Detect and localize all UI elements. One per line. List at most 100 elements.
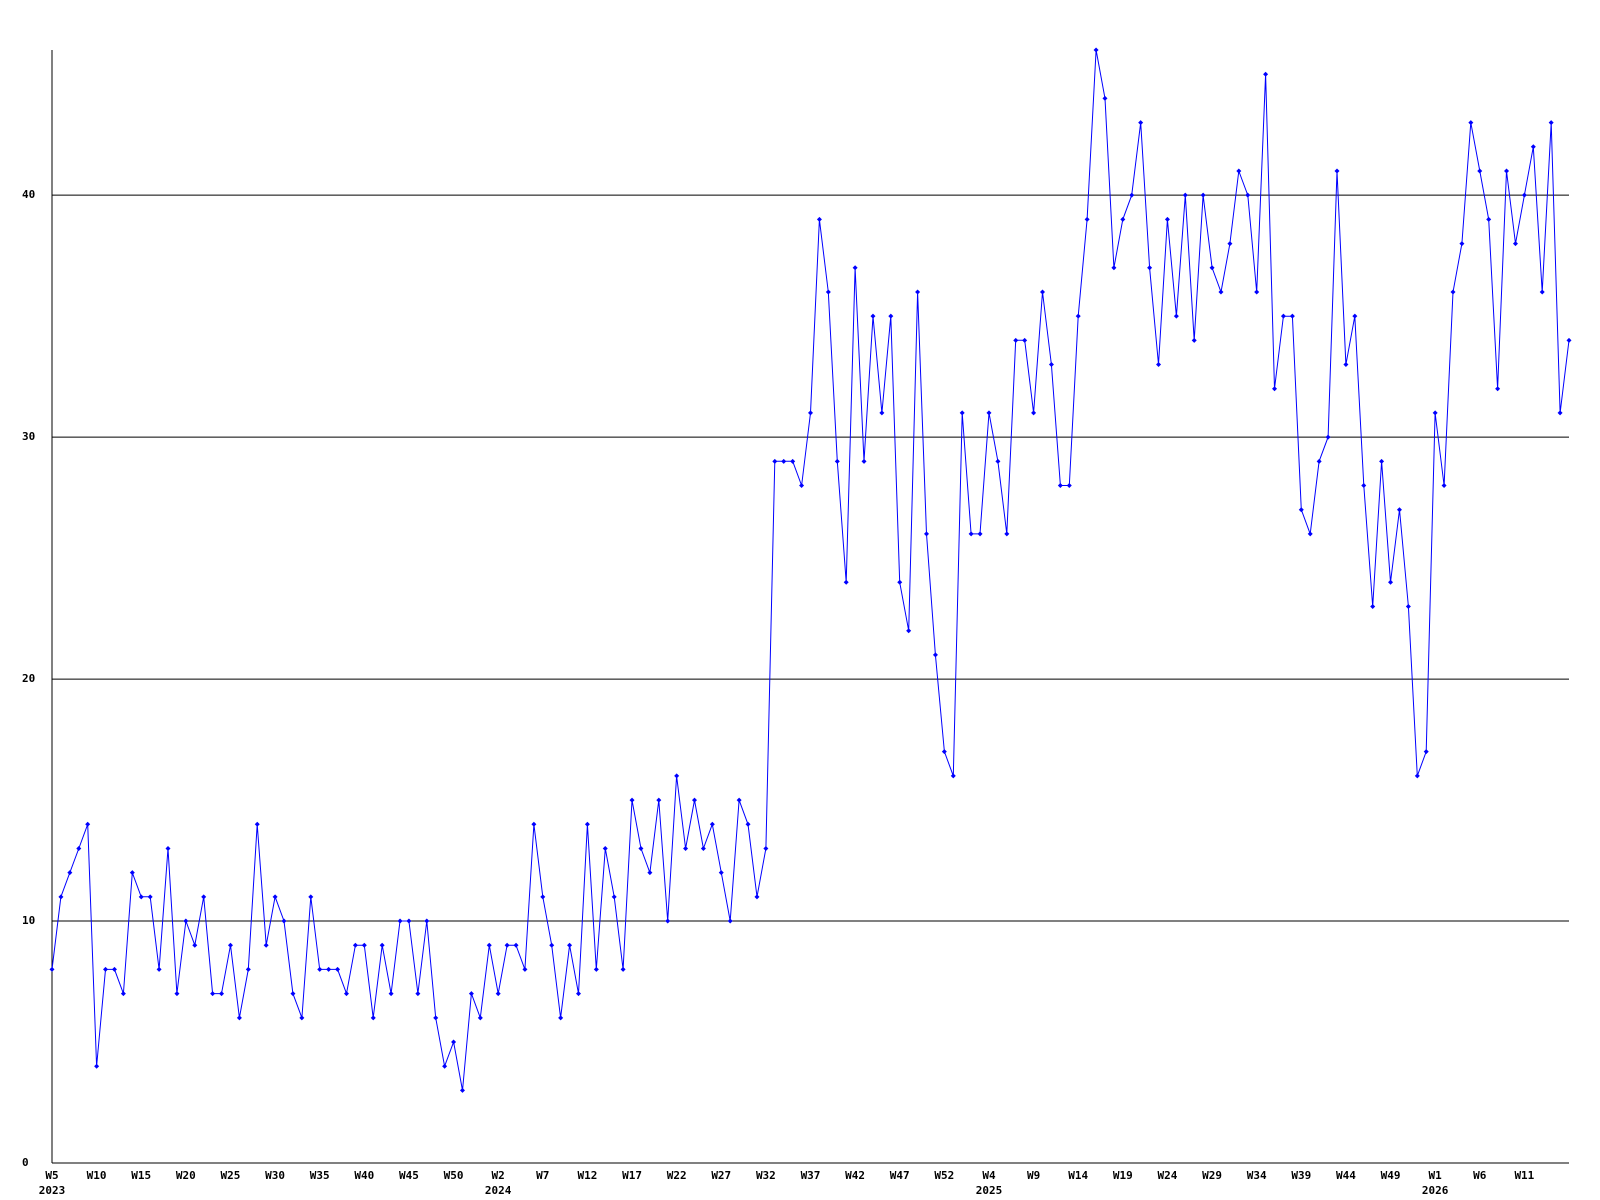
data-point <box>361 942 367 948</box>
data-point <box>1405 604 1411 609</box>
data-point <box>370 1015 376 1021</box>
data-point <box>575 991 581 997</box>
data-point <box>120 991 126 997</box>
data-point <box>210 991 216 997</box>
data-point <box>790 458 796 464</box>
data-point <box>58 894 64 900</box>
data-point <box>1191 337 1197 343</box>
data-point <box>629 797 635 803</box>
data-point <box>816 216 822 222</box>
data-point <box>674 773 680 779</box>
data-point <box>1040 289 1046 295</box>
data-point <box>1298 507 1304 513</box>
data-point <box>745 821 751 827</box>
data-point <box>468 991 474 997</box>
x-year-label: 2025 <box>976 1184 1003 1197</box>
data-point <box>1441 483 1447 489</box>
data-point <box>513 942 519 948</box>
x-tick-label: W42 <box>845 1169 865 1182</box>
x-tick-label: W27 <box>711 1169 731 1182</box>
data-point <box>1111 265 1117 271</box>
x-tick-label: W22 <box>667 1169 687 1182</box>
data-point <box>227 942 233 948</box>
x-tick-label: W20 <box>176 1169 196 1182</box>
data-point <box>272 894 278 900</box>
data-point <box>691 797 697 803</box>
data-point <box>1138 120 1144 126</box>
data-point <box>959 410 965 416</box>
data-point <box>709 821 715 827</box>
data-point <box>1218 289 1224 295</box>
x-year-label: 2024 <box>485 1184 512 1197</box>
data-point <box>263 942 269 948</box>
data-point <box>602 845 608 851</box>
data-line <box>51 49 1570 1091</box>
x-year-label: 2026 <box>1422 1184 1449 1197</box>
data-point <box>736 797 742 803</box>
x-tick-label: W25 <box>221 1169 241 1182</box>
data-point <box>1352 313 1358 319</box>
data-point <box>111 966 117 972</box>
data-point <box>1102 95 1108 101</box>
data-point <box>219 991 225 997</box>
data-point <box>1530 144 1536 150</box>
data-point <box>201 894 207 900</box>
data-point <box>1468 120 1474 126</box>
data-point <box>156 966 162 972</box>
x-tick-label: W44 <box>1336 1169 1356 1182</box>
data-point <box>1280 313 1286 319</box>
data-point <box>531 821 537 827</box>
data-point <box>522 966 528 972</box>
data-point <box>1343 362 1349 368</box>
x-tick-label: W7 <box>536 1169 549 1182</box>
data-point <box>1156 362 1162 368</box>
data-point <box>326 966 332 972</box>
data-point <box>504 942 510 948</box>
data-point <box>67 870 73 876</box>
data-point <box>129 870 135 876</box>
data-point <box>977 531 983 537</box>
x-tick-label: W11 <box>1514 1169 1534 1182</box>
data-point <box>1075 313 1081 319</box>
x-tick-label: W37 <box>801 1169 821 1182</box>
data-point <box>1173 313 1179 319</box>
data-point <box>379 942 385 948</box>
data-point <box>1209 265 1215 271</box>
x-tick-label: W6 <box>1473 1169 1487 1182</box>
data-point <box>1504 168 1510 174</box>
x-year-label: 2023 <box>39 1184 66 1197</box>
data-point <box>549 942 555 948</box>
data-point <box>1093 47 1099 53</box>
data-point <box>486 942 492 948</box>
data-point <box>335 966 341 972</box>
data-point <box>236 1015 242 1021</box>
data-point <box>352 942 358 948</box>
data-point <box>1396 507 1402 513</box>
data-point <box>165 845 171 851</box>
x-tick-label: W47 <box>890 1169 910 1182</box>
data-point <box>183 918 189 924</box>
data-point <box>932 652 938 658</box>
data-point <box>870 313 876 319</box>
x-tick-label: W49 <box>1381 1169 1401 1182</box>
data-point <box>1307 531 1313 537</box>
x-tick-label: W9 <box>1027 1169 1040 1182</box>
data-point <box>852 265 858 271</box>
data-point <box>103 966 109 972</box>
data-point <box>459 1087 465 1093</box>
x-tick-label: W14 <box>1068 1169 1088 1182</box>
data-point <box>1031 410 1037 416</box>
data-point <box>406 918 412 924</box>
data-point <box>1004 531 1010 537</box>
data-point <box>85 821 91 827</box>
data-point <box>1459 241 1465 247</box>
x-tick-label: W1 <box>1429 1169 1443 1182</box>
x-tick-label: W52 <box>934 1169 954 1182</box>
data-point <box>1236 168 1242 174</box>
x-tick-label: W2 <box>492 1169 505 1182</box>
x-tick-label: W29 <box>1202 1169 1222 1182</box>
data-point <box>763 845 769 851</box>
data-point <box>254 821 260 827</box>
data-point <box>1566 337 1572 343</box>
